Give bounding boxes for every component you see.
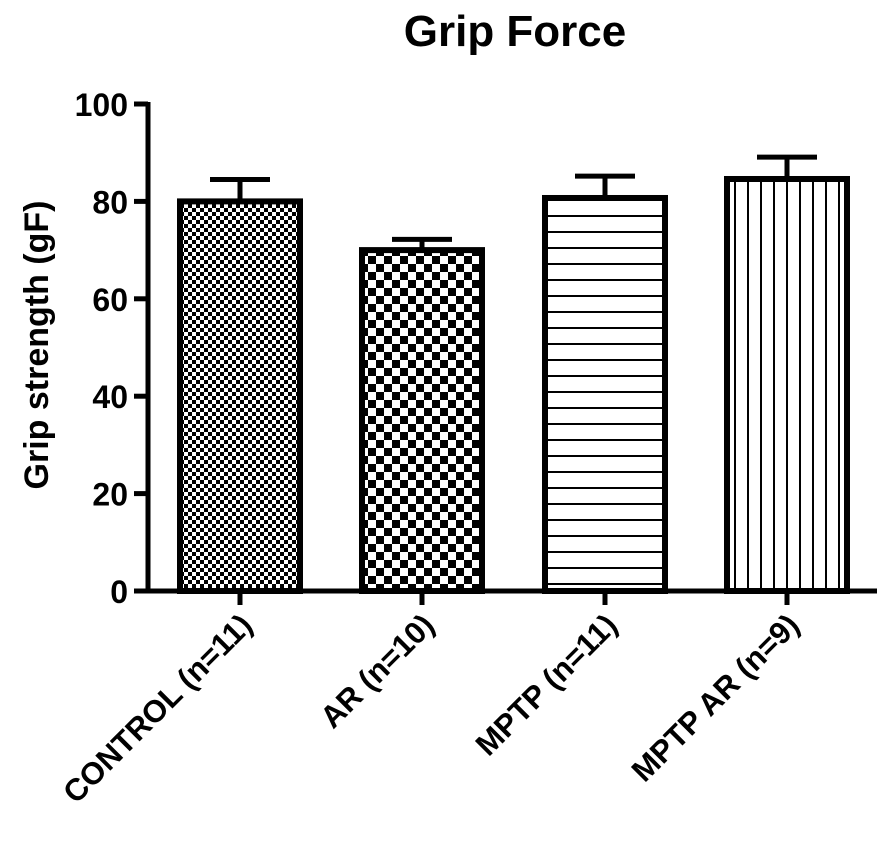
x-tick-label: MPTP (n=11) xyxy=(469,607,624,762)
y-tick-label: 0 xyxy=(110,574,128,610)
bar-mptp xyxy=(724,175,850,595)
y-tick-label: 20 xyxy=(92,477,128,513)
bar-mptp xyxy=(542,194,668,594)
x-tick-label: CONTROL (n=11) xyxy=(56,607,259,810)
y-tick-label: 40 xyxy=(92,379,128,415)
bars xyxy=(177,154,850,595)
y-tick-label: 80 xyxy=(92,184,128,220)
bar-ar xyxy=(359,247,485,594)
y-axis-label: Grip strength (gF) xyxy=(18,201,56,490)
x-tick-label: MPTP AR (n=9) xyxy=(625,607,806,788)
bar-control xyxy=(177,198,303,594)
y-axis-ticks: 0 20 40 60 80 100 xyxy=(75,87,148,610)
x-axis-ticks: CONTROL (n=11) AR (n=10) MPTP (n=11) MPTP A… xyxy=(56,591,806,810)
chart-title: Grip Force xyxy=(404,7,627,56)
y-tick-label: 100 xyxy=(75,87,128,123)
x-tick-label: AR (n=10) xyxy=(313,607,441,735)
y-tick-label: 60 xyxy=(92,282,128,318)
